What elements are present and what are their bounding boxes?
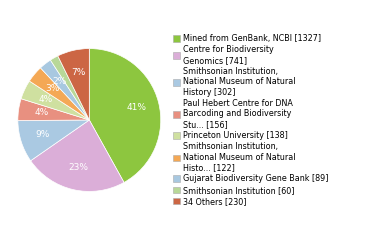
Wedge shape <box>58 48 89 120</box>
Wedge shape <box>18 120 89 161</box>
Wedge shape <box>41 60 89 120</box>
Text: 7%: 7% <box>71 68 86 77</box>
Text: 41%: 41% <box>126 103 146 112</box>
Wedge shape <box>51 56 89 120</box>
Wedge shape <box>89 48 161 182</box>
Text: 4%: 4% <box>38 95 52 104</box>
Text: 23%: 23% <box>68 163 88 172</box>
Wedge shape <box>21 81 89 120</box>
Text: 3%: 3% <box>45 84 59 93</box>
Wedge shape <box>29 68 89 120</box>
Text: 4%: 4% <box>34 108 48 117</box>
Text: 9%: 9% <box>36 130 50 139</box>
Wedge shape <box>31 120 124 192</box>
Legend: Mined from GenBank, NCBI [1327], Centre for Biodiversity
Genomics [741], Smithso: Mined from GenBank, NCBI [1327], Centre … <box>173 34 329 206</box>
Wedge shape <box>18 99 89 120</box>
Text: 2%: 2% <box>52 77 66 86</box>
